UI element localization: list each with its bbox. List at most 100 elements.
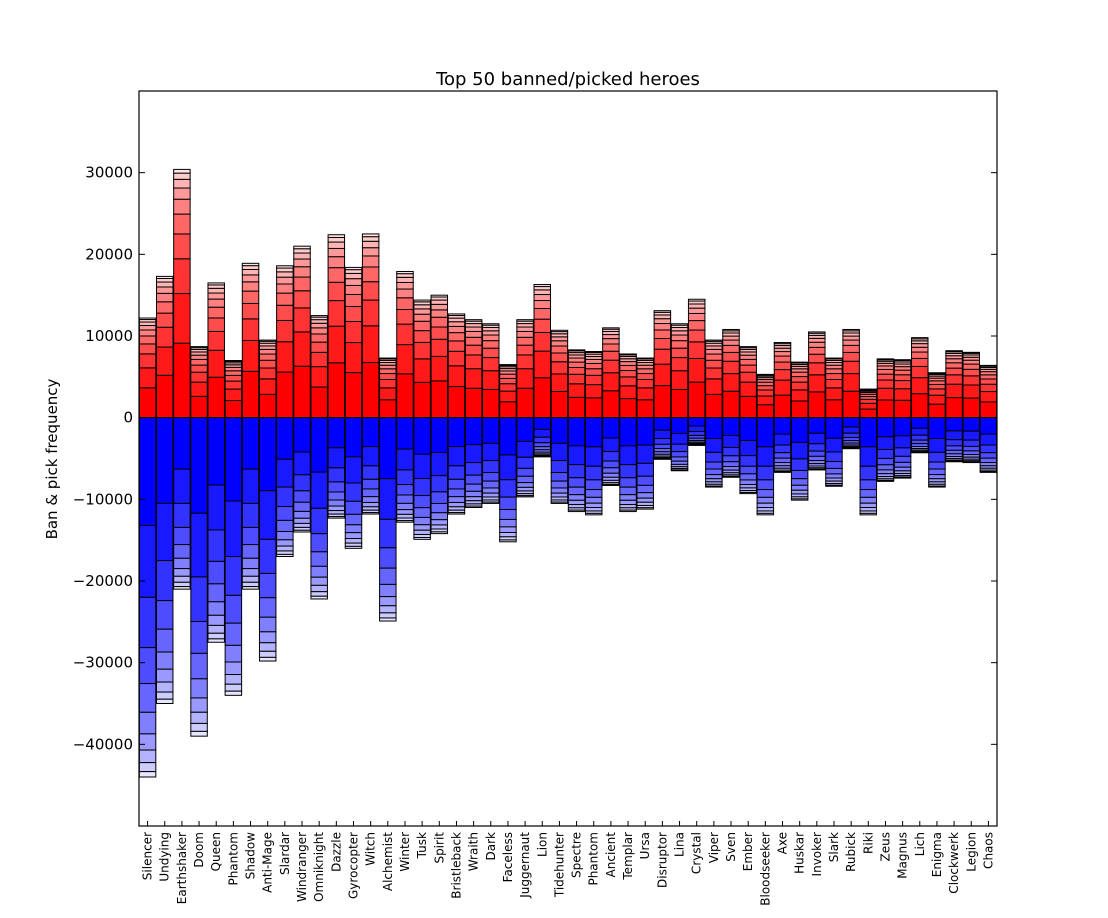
- ban-bar-segment: [859, 417, 878, 448]
- ban-bar-segment: [842, 417, 860, 428]
- pick-bar-segment: [567, 349, 586, 352]
- pick-bar-segment: [687, 307, 706, 314]
- ban-bar-segment: [602, 472, 620, 478]
- pick-bar-segment: [516, 330, 534, 338]
- ban-bar-segment: [773, 444, 792, 454]
- pick-bar-segment: [344, 321, 363, 344]
- pick-bar-segment: [361, 233, 380, 238]
- pick-bar-segment: [327, 234, 346, 238]
- pick-bar-segment: [705, 367, 723, 380]
- pick-bar-segment: [516, 368, 534, 389]
- pick-bar-segment: [979, 391, 998, 403]
- ban-bar-segment: [138, 733, 157, 751]
- pick-bar-segment: [344, 272, 363, 280]
- pick-bar-segment: [533, 284, 551, 288]
- ban-bar-segment: [207, 417, 225, 486]
- ban-bar-segment: [396, 513, 414, 519]
- pick-bar-segment: [911, 377, 929, 395]
- pick-bar-segment: [979, 378, 998, 385]
- ban-bar-segment: [430, 417, 449, 453]
- ban-bar-segment: [928, 485, 946, 488]
- ban-bar-segment: [499, 531, 517, 538]
- ban-bar-segment: [636, 484, 654, 494]
- pick-bar-segment: [876, 387, 895, 401]
- pick-bar-segment: [258, 339, 277, 342]
- pick-bar-segment: [464, 330, 483, 338]
- pick-bar-segment: [773, 351, 792, 357]
- pick-bar-segment: [327, 247, 346, 258]
- ban-bar-segment: [567, 509, 586, 513]
- x-tick-label: Lina: [673, 832, 687, 857]
- pick-bar-segment: [464, 319, 483, 322]
- pick-bar-segment: [962, 368, 980, 377]
- ban-bar-segment: [293, 451, 311, 476]
- pick-bar-segment: [276, 283, 294, 294]
- pick-bar-segment: [258, 393, 277, 419]
- ban-bar-segment: [722, 446, 740, 457]
- ban-bar-segment: [361, 496, 380, 503]
- pick-bar-segment: [876, 358, 895, 361]
- ban-bar-segment: [550, 460, 569, 474]
- pick-bar-segment: [739, 358, 757, 366]
- y-axis-label: Ban & pick frequency: [43, 378, 61, 539]
- x-tick-label: Dazzle: [329, 832, 343, 872]
- x-tick-label: Clockwerk: [947, 832, 961, 894]
- ban-bar-segment: [825, 417, 843, 439]
- pick-bar-segment: [173, 187, 191, 200]
- ban-bar-segment: [224, 417, 243, 502]
- pick-bar-segment: [190, 371, 208, 383]
- ban-bar-segment: [396, 520, 414, 523]
- ban-bar-segment: [619, 486, 637, 496]
- pick-bar-segment: [773, 369, 792, 381]
- pick-bar-segment: [447, 313, 466, 317]
- ban-bar-segment: [619, 417, 637, 447]
- ban-bar-segment: [499, 526, 517, 533]
- ban-bar-segment: [482, 472, 500, 482]
- ban-bar-segment: [258, 417, 277, 492]
- ban-bar-segment: [138, 711, 157, 735]
- x-tick-label: Sven: [724, 832, 738, 862]
- ban-bar-segment: [499, 509, 517, 520]
- pick-bar-segment: [293, 331, 311, 367]
- ban-bar-segment: [258, 650, 277, 658]
- x-tick-label: Bloodseeker: [758, 832, 772, 906]
- pick-bar-segment: [276, 265, 294, 269]
- pick-bar-segment: [310, 319, 328, 324]
- ban-bar-segment: [756, 417, 775, 448]
- pick-bar-segment: [636, 368, 654, 375]
- pick-bar-segment: [224, 366, 243, 372]
- pick-bar-segment: [344, 266, 363, 271]
- ban-bar-segment: [670, 433, 689, 445]
- pick-bar-segment: [687, 357, 706, 383]
- ban-bar-segment: [190, 722, 208, 732]
- pick-bar-segment: [533, 377, 551, 419]
- ban-bar-segment: [619, 477, 637, 488]
- ban-bar-segment: [447, 417, 466, 448]
- ban-bar-segment: [739, 484, 757, 489]
- pick-bar-segment: [344, 305, 363, 323]
- pick-bar-segment: [361, 299, 380, 327]
- ban-bar-segment: [516, 467, 534, 477]
- ban-bar-segment: [241, 526, 260, 546]
- x-tick-label: Slark: [827, 832, 841, 862]
- x-tick-label: Silencer: [141, 832, 155, 880]
- ban-bar-segment: [739, 479, 757, 486]
- y-tick-label: −20000: [73, 572, 133, 590]
- pick-bar-segment: [670, 334, 689, 342]
- ban-bar-segment: [670, 469, 689, 472]
- x-tick-label: Huskar: [793, 832, 807, 874]
- ban-bar-segment: [756, 465, 775, 481]
- ban-bar-segment: [190, 697, 208, 713]
- pick-bar-segment: [293, 290, 311, 309]
- pick-bar-segment: [447, 340, 466, 352]
- pick-bar-segment: [602, 390, 620, 419]
- pick-bar-segment: [687, 341, 706, 359]
- ban-bar-segment: [756, 489, 775, 498]
- ban-bar-segment: [945, 430, 963, 441]
- pick-bar-segment: [756, 395, 775, 406]
- ban-bar-segment: [739, 473, 757, 481]
- pick-bar-segment: [859, 408, 878, 419]
- pick-bar-segment: [482, 323, 500, 326]
- pick-bar-segment: [241, 265, 260, 270]
- ban-bar-segment: [962, 450, 980, 455]
